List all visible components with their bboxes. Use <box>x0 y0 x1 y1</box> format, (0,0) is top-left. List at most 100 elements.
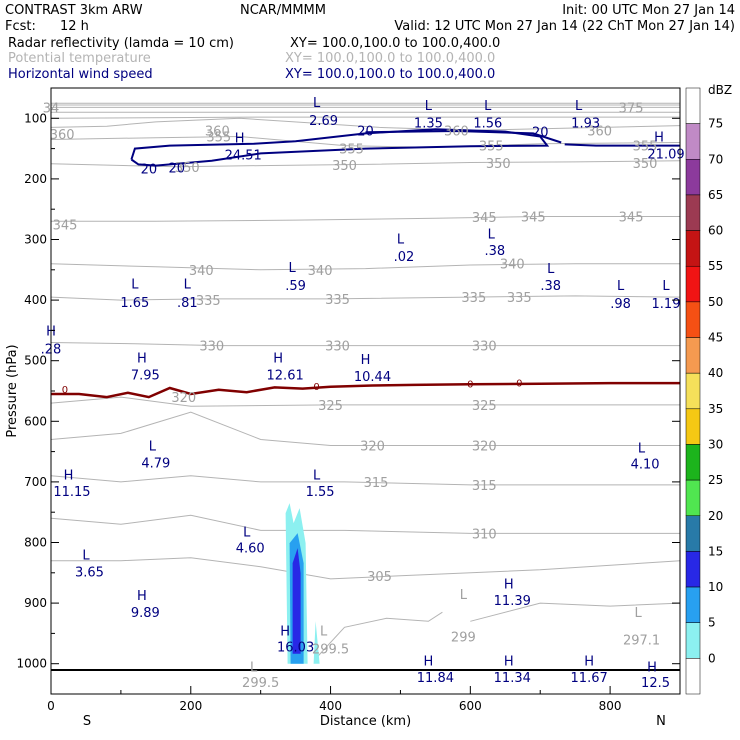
theta-label: 305 <box>367 570 392 585</box>
wind-label: H <box>584 655 594 670</box>
wind-label: 1.93 <box>571 117 600 132</box>
wind-label: L <box>313 96 321 111</box>
theta-label: 360 <box>205 124 230 139</box>
wind-label: 4.60 <box>236 541 265 556</box>
wind-label: L <box>425 99 433 114</box>
colorbar-label: 55 <box>708 259 723 273</box>
wind-label: .59 <box>285 279 306 294</box>
wind-label: L <box>638 441 646 456</box>
colorbar-swatch <box>685 194 701 231</box>
y-tick-label: 1000 <box>16 657 47 671</box>
colorbar-unit: dBZ <box>708 83 732 97</box>
theta-label: 355 <box>633 140 658 155</box>
theta-label: 345 <box>472 211 497 226</box>
wind-label: 1.55 <box>306 485 335 500</box>
y-tick-label: 800 <box>24 536 47 550</box>
x-end-label-right: N <box>656 714 666 729</box>
theta-label: 350 <box>633 157 658 172</box>
wind-label: 21.09 <box>647 147 684 162</box>
wind-label: 3.65 <box>75 566 104 581</box>
wind-label: 12.5 <box>641 676 670 691</box>
wind-label: L <box>662 279 670 294</box>
wind-label: L <box>288 261 296 276</box>
theta-label: 299.5 <box>312 643 349 658</box>
field-xy-theta: XY= 100.0,100.0 to 100.0,400.0 <box>285 51 495 66</box>
x-tick-label: 600 <box>459 699 482 713</box>
theta-label: 360 <box>587 124 612 139</box>
theta-contour-315 <box>51 475 680 486</box>
colorbar-swatch <box>685 408 701 445</box>
theta-contour-300.5 <box>470 602 680 622</box>
theta-label: 335 <box>507 291 532 306</box>
fcst-label: Fcst: <box>5 19 36 34</box>
wind-label: 1.65 <box>120 296 149 311</box>
colorbar-label: 70 <box>708 152 723 166</box>
theta-contour-310 <box>51 514 680 534</box>
wind-label: 16.03 <box>277 641 314 656</box>
theta-label: 315 <box>364 476 389 491</box>
wind-label: H <box>137 589 147 604</box>
wind-label: .38 <box>484 244 505 259</box>
wind-label: H <box>64 469 74 484</box>
theta-label: 330 <box>325 340 350 355</box>
theta-label: 320 <box>472 440 497 455</box>
theta-label: 320 <box>171 391 196 406</box>
wind-label: 11.84 <box>417 671 454 686</box>
colorbar-swatch <box>685 123 701 160</box>
theta-label: 299.5 <box>242 676 279 691</box>
theta-label: 345 <box>619 210 644 225</box>
wind-label: L <box>243 526 251 541</box>
wind-label: 4.79 <box>141 457 170 472</box>
reflectivity-cell-2 <box>313 621 320 664</box>
theta-contour-325 <box>51 396 680 407</box>
theta-label: 297.1 <box>623 633 660 648</box>
theta-label: 355 <box>206 130 231 145</box>
wind-label: H <box>280 624 290 639</box>
theta-contour-300 <box>316 611 443 658</box>
wind-label: 11.15 <box>53 485 90 500</box>
theta-label: 360 <box>50 128 75 143</box>
theta-contour-320 <box>51 411 680 446</box>
wind-label: 11.34 <box>494 671 531 686</box>
wind-20-contour-c <box>564 143 680 147</box>
theta-label: L <box>320 624 328 639</box>
field-xy-reflectivity: XY= 100.0,100.0 to 100.0,400.0 <box>290 36 500 51</box>
colorbar-swatch <box>685 586 701 623</box>
wind-label: 1.56 <box>473 117 502 132</box>
theta-label: L <box>460 588 468 603</box>
theta-label: 299 <box>451 630 476 645</box>
theta-contour-361 <box>51 116 680 119</box>
theta-contour-305 <box>51 557 680 580</box>
wind-label: 12.61 <box>267 369 304 384</box>
theta-label: 340 <box>308 264 333 279</box>
wind-label: 4.10 <box>631 458 660 473</box>
wind-label: 2.69 <box>309 114 338 129</box>
colorbar-label: 45 <box>708 331 723 345</box>
wind-label: L <box>82 549 90 564</box>
wind-label: H <box>235 132 245 147</box>
wind-label: L <box>131 278 139 293</box>
x-tick-label: 800 <box>599 699 622 713</box>
colorbar-swatch <box>685 515 701 552</box>
wind-label: 9.89 <box>131 606 160 621</box>
colorbar-swatch <box>685 87 701 124</box>
wind-label: L <box>313 469 321 484</box>
x-end-label-left: S <box>83 714 91 729</box>
field-name-wind: Horizontal wind speed <box>8 67 153 82</box>
wind-label: 11.39 <box>494 594 531 609</box>
colorbar-label: 50 <box>708 295 723 309</box>
theta-label: 340 <box>500 258 525 273</box>
init-time: Init: 00 UTC Mon 27 Jan 14 <box>562 3 735 18</box>
wind-label: 7.95 <box>131 369 160 384</box>
colorbar-swatch <box>685 372 701 410</box>
x-tick-label: 400 <box>319 699 342 713</box>
wind-labels: L 2.69 L 1.35 L 1.56 L 1.93 20 20 H 24.51 20 20 H 21.09… <box>41 96 685 691</box>
y-tick-label: 100 <box>24 111 47 125</box>
y-tick-label: 300 <box>24 233 47 247</box>
theta-label: 315 <box>472 479 497 494</box>
wind-label: H <box>273 352 283 367</box>
